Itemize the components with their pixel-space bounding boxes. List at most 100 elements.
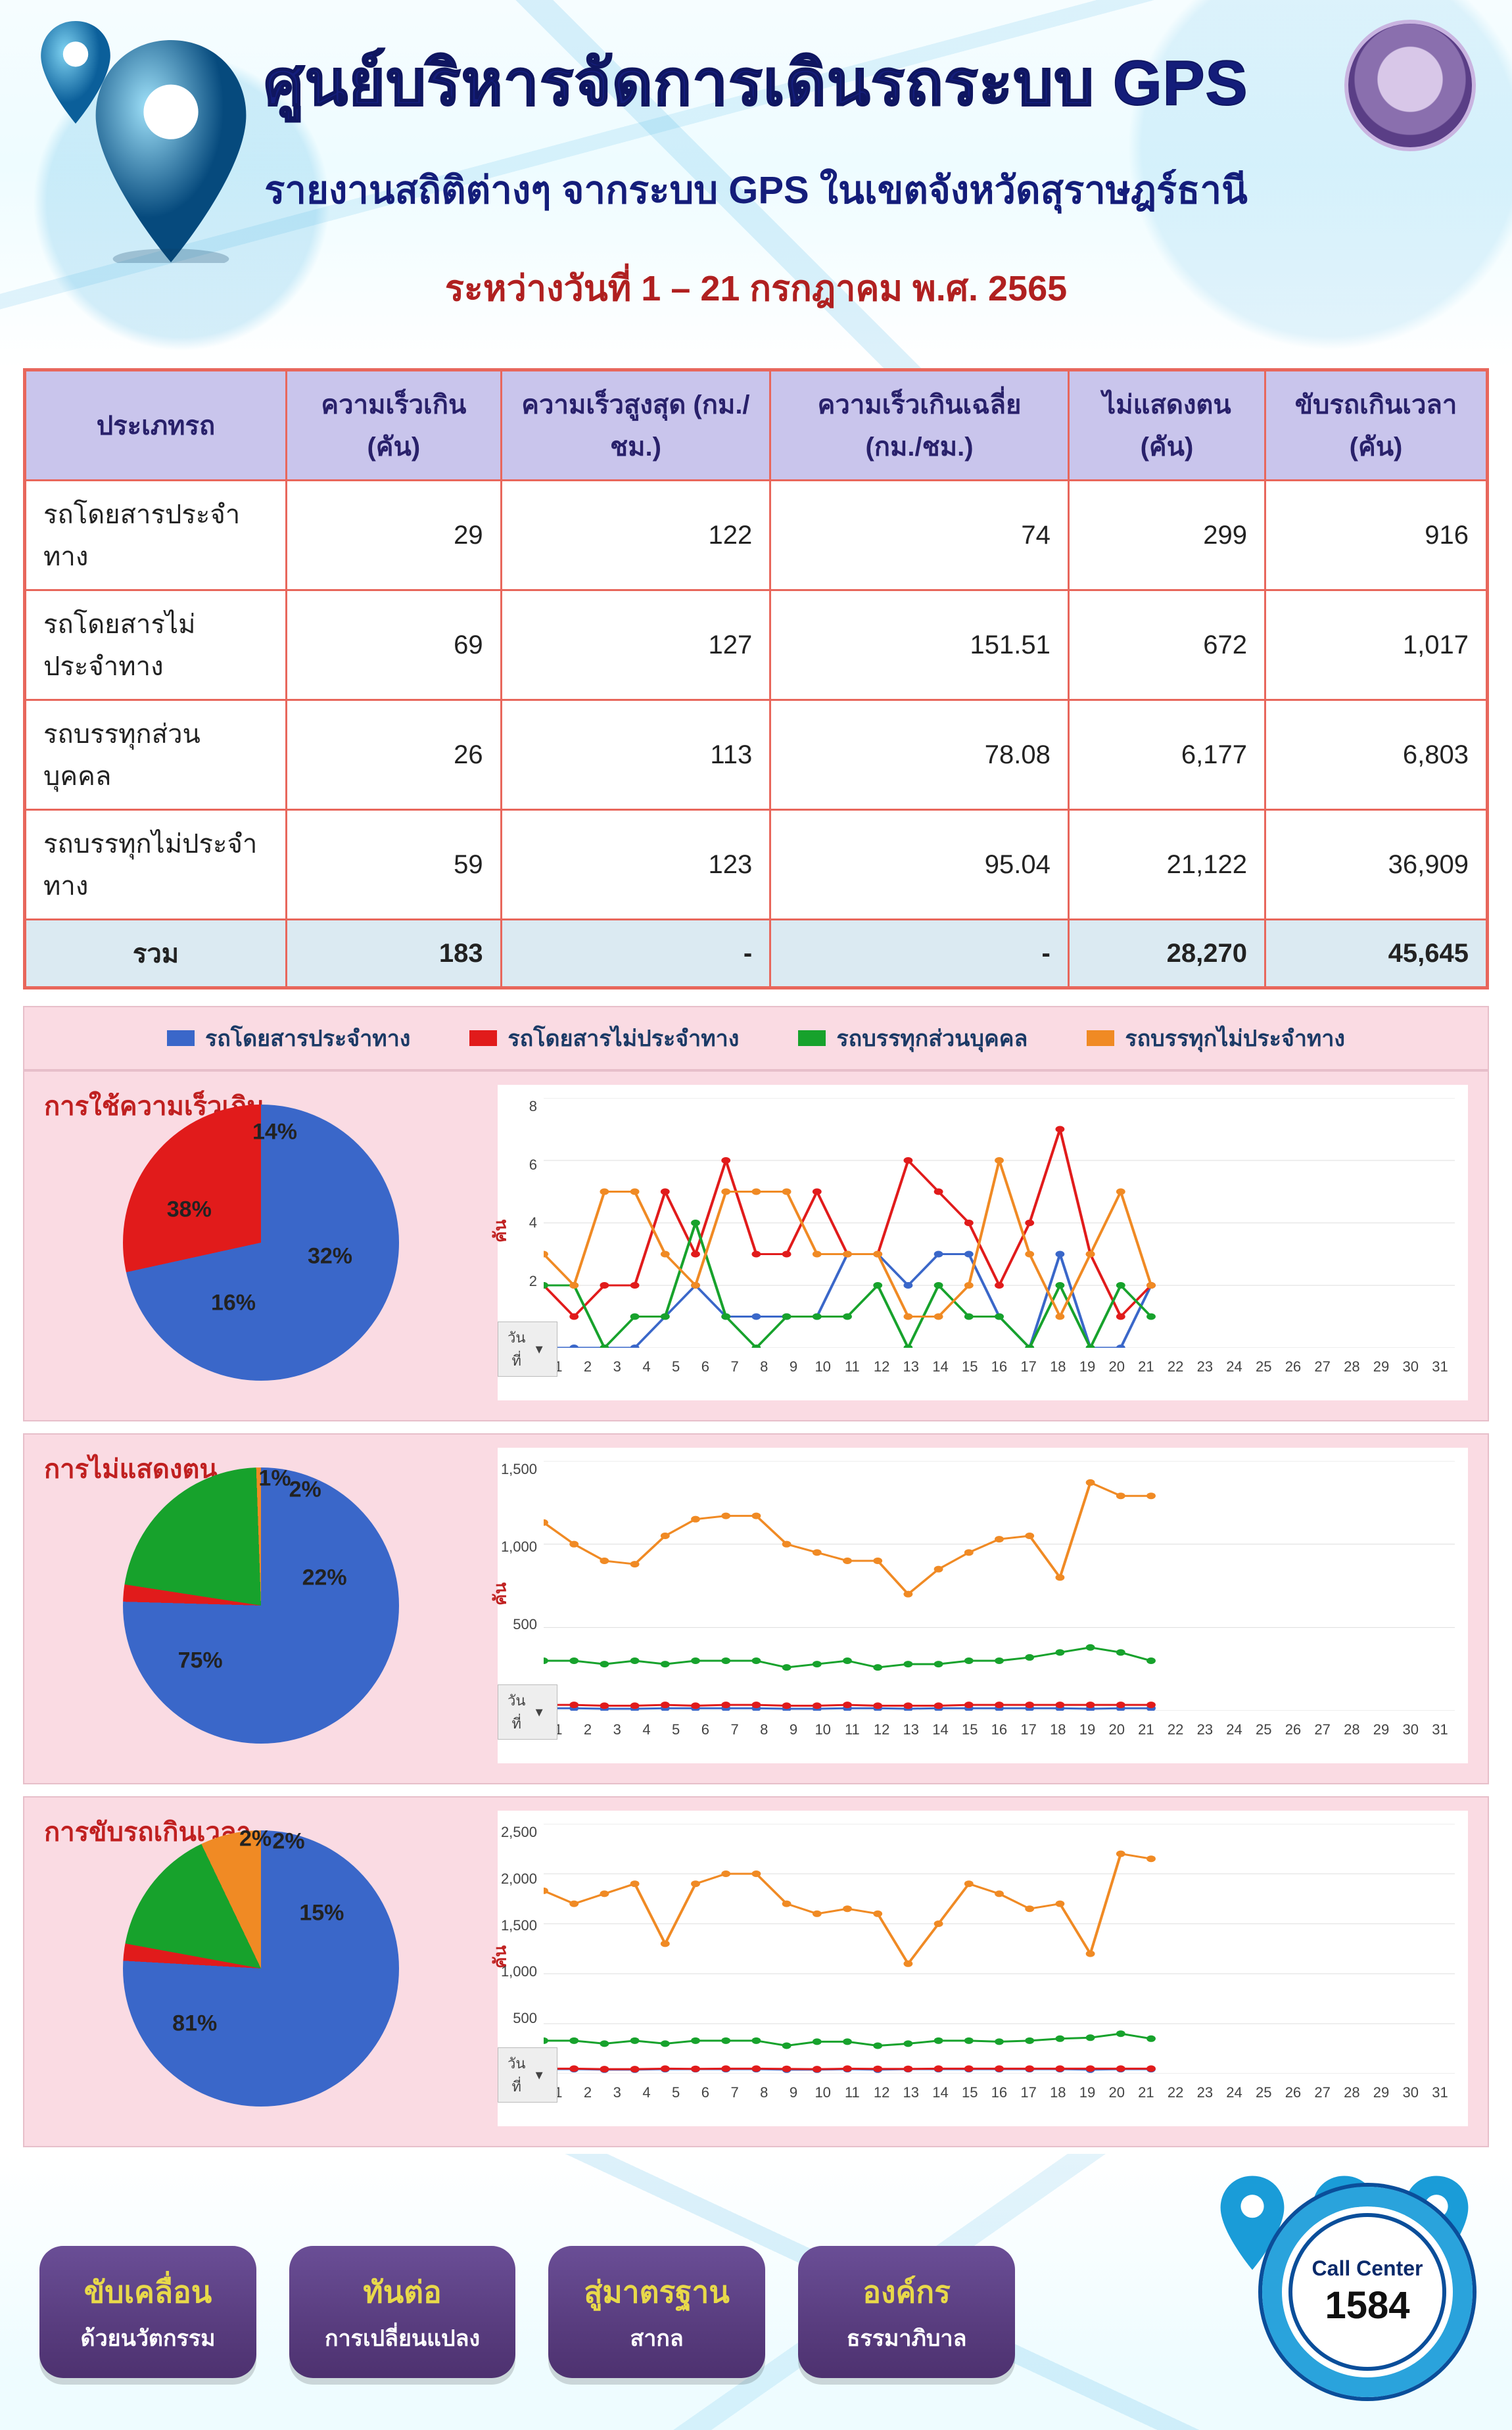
x-tick: 7: [720, 2084, 749, 2101]
pie-chart-area: การไม่แสดงตน1%2%22%75%: [44, 1448, 478, 1763]
legend-swatch: [469, 1030, 497, 1046]
charts-area: รถโดยสารประจำทางรถโดยสารไม่ประจำทางรถบรร…: [0, 989, 1512, 2154]
stats-table: ประเภทรถความเร็วเกิน (คัน)ความเร็วสูงสุด…: [23, 368, 1489, 989]
y-tick: 1,500: [501, 1917, 537, 1934]
table-row: รถบรรทุกไม่ประจำทาง5912395.0421,12236,90…: [25, 810, 1488, 920]
x-tick: 23: [1190, 1358, 1219, 1375]
row-label: รถโดยสารไม่ประจำทาง: [25, 590, 287, 700]
y-tick: 1,000: [501, 1538, 537, 1556]
x-tick: 4: [632, 1721, 661, 1738]
cell-value: 151.51: [770, 590, 1069, 700]
footer-chip: องค์กร ธรรมาภิบาล: [798, 2246, 1015, 2378]
cell-value: 69: [287, 590, 502, 700]
x-tick: 11: [838, 1721, 867, 1738]
x-tick: 6: [691, 2084, 721, 2101]
cell-value: 45,645: [1265, 920, 1488, 988]
x-tick: 9: [779, 1358, 809, 1375]
pie-slice-label: 22%: [302, 1565, 347, 1591]
y-tick: 4: [529, 1214, 537, 1231]
x-tick: 28: [1337, 2084, 1367, 2101]
cell-value: -: [501, 920, 770, 988]
legend-item: รถโดยสารไม่ประจำทาง: [469, 1020, 739, 1056]
x-tick: 12: [867, 2084, 897, 2101]
chevron-down-icon: ▾: [531, 2066, 548, 2084]
pie-slice-label: 75%: [178, 1648, 223, 1674]
x-tick: 2: [573, 1358, 603, 1375]
x-tick: 10: [808, 1358, 838, 1375]
x-tick: 30: [1396, 1358, 1425, 1375]
legend-label: รถบรรทุกส่วนบุคคล: [836, 1020, 1028, 1056]
x-tick: 9: [779, 1721, 809, 1738]
line-chart-area: คัน86420 1234567891011121314151617181920…: [498, 1085, 1468, 1400]
cell-value: 29: [287, 481, 502, 590]
chart-panel: การใช้ความเร็วเกิน16%38%14%32%คัน86420 1…: [23, 1070, 1489, 1421]
x-tick: 8: [749, 1721, 779, 1738]
table-header: ความเร็วเกินเฉลี่ย (กม./ชม.): [770, 370, 1069, 481]
pie-slice-label: 2%: [272, 1828, 304, 1854]
x-tick: 15: [955, 1721, 985, 1738]
chart-panel: การขับรถเกินเวลา2%2%15%81%คัน2,5002,0001…: [23, 1796, 1489, 2147]
x-tick: 24: [1219, 2084, 1249, 2101]
day-picker[interactable]: วันที่ ▾: [498, 2047, 557, 2103]
line-chart: [544, 1461, 1455, 1711]
chart-panel: การไม่แสดงตน1%2%22%75%คัน1,5001,0005000 …: [23, 1433, 1489, 1784]
x-tick: 19: [1073, 2084, 1102, 2101]
pie-slice-label: 38%: [167, 1197, 212, 1222]
y-tick: 8: [529, 1098, 537, 1115]
footer-chip: ขับเคลื่อน ด้วยนวัตกรรม: [39, 2246, 256, 2378]
y-tick: 2,500: [501, 1824, 537, 1841]
line-chart-area: คัน2,5002,0001,5001,0005000 123456789101…: [498, 1811, 1468, 2126]
x-tick: 26: [1279, 2084, 1308, 2101]
x-tick: 18: [1043, 1721, 1073, 1738]
table-header: ความเร็วเกิน (คัน): [287, 370, 502, 481]
chip-line1: ทันต่อ: [325, 2268, 480, 2316]
footer: ขับเคลื่อน ด้วยนวัตกรรมทันต่อ การเปลี่ยน…: [0, 2154, 1512, 2430]
cell-value: 59: [287, 810, 502, 920]
x-tick: 27: [1308, 1721, 1337, 1738]
x-tick: 19: [1073, 1721, 1102, 1738]
x-tick: 15: [955, 2084, 985, 2101]
cell-value: 299: [1068, 481, 1265, 590]
x-tick: 12: [867, 1358, 897, 1375]
x-tick: 27: [1308, 1358, 1337, 1375]
line-chart: [544, 1098, 1455, 1348]
table-total-row: รวม183--28,27045,645: [25, 920, 1488, 988]
chip-line1: ขับเคลื่อน: [75, 2268, 221, 2316]
x-tick: 7: [720, 1358, 749, 1375]
x-tick: 6: [691, 1358, 721, 1375]
x-tick: 14: [926, 2084, 955, 2101]
x-axis: 1234567891011121314151617181920212223242…: [544, 1358, 1455, 1375]
table-row: รถโดยสารประจำทาง2912274299916: [25, 481, 1488, 590]
table-header: ขับรถเกินเวลา (คัน): [1265, 370, 1488, 481]
x-axis: 1234567891011121314151617181920212223242…: [544, 1721, 1455, 1738]
table-header: ประเภทรถ: [25, 370, 287, 481]
y-tick: 1,500: [501, 1461, 537, 1478]
legend-swatch: [167, 1030, 195, 1046]
x-tick: 26: [1279, 1721, 1308, 1738]
cell-value: 78.08: [770, 700, 1069, 810]
pie-slice-label: 81%: [172, 2011, 217, 2037]
x-tick: 16: [985, 1358, 1014, 1375]
legend-item: รถบรรทุกส่วนบุคคล: [798, 1020, 1028, 1056]
legend-label: รถโดยสารไม่ประจำทาง: [508, 1020, 739, 1056]
cell-value: 1,017: [1265, 590, 1488, 700]
day-picker-label: วันที่: [508, 1326, 525, 1372]
chip-line2: ธรรมาภิบาล: [834, 2320, 980, 2356]
pie-slice-label: 2%: [239, 1826, 272, 1851]
legend-label: รถบรรทุกไม่ประจำทาง: [1125, 1020, 1345, 1056]
x-tick: 26: [1279, 1358, 1308, 1375]
day-picker-label: วันที่: [508, 2052, 525, 2098]
x-tick: 8: [749, 1358, 779, 1375]
x-tick: 29: [1367, 1358, 1396, 1375]
y-axis: 1,5001,0005000: [498, 1461, 544, 1711]
chevron-down-icon: ▾: [531, 1703, 548, 1721]
day-picker[interactable]: วันที่▾: [498, 1322, 557, 1377]
cell-value: 127: [501, 590, 770, 700]
x-tick: 2: [573, 2084, 603, 2101]
x-tick: 3: [602, 1358, 632, 1375]
cell-value: 36,909: [1265, 810, 1488, 920]
x-tick: 20: [1102, 2084, 1131, 2101]
y-axis: 86420: [498, 1098, 544, 1348]
day-picker[interactable]: วันที่▾: [498, 1684, 557, 1740]
x-tick: 5: [661, 1358, 691, 1375]
